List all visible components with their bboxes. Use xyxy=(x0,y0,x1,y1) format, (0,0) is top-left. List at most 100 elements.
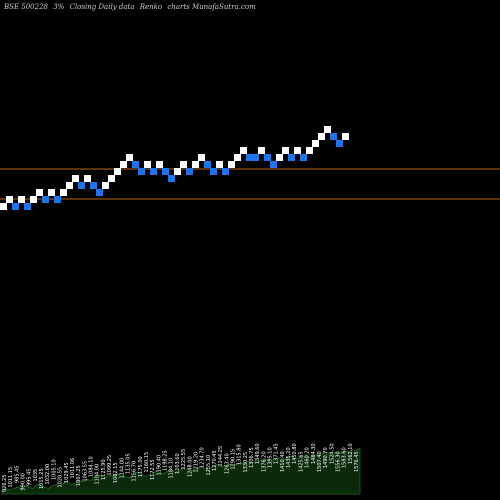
price-label: 1450.80 xyxy=(292,443,298,464)
renko-brick-down xyxy=(162,168,169,175)
exchange-code: BSE 500228 xyxy=(4,3,48,11)
price-label: 1306.75 xyxy=(249,447,255,468)
renko-brick-down xyxy=(132,161,139,168)
renko-brick-down xyxy=(204,161,211,168)
price-label: 1172.55 xyxy=(150,459,156,480)
description: Closing Daily data xyxy=(69,3,135,11)
price-label: 1255.10 xyxy=(206,455,212,476)
price-label: 1244.25 xyxy=(218,446,224,467)
price-label: 1032.00 xyxy=(45,464,51,485)
renko-brick-down xyxy=(288,154,295,161)
price-label: 1435.20 xyxy=(286,447,292,468)
renko-brick-up xyxy=(318,133,325,140)
price-label: 1395.10 xyxy=(268,447,274,468)
renko-brick-up xyxy=(60,189,67,196)
renko-brick-up xyxy=(306,147,313,154)
renko-brick-up xyxy=(342,133,349,140)
price-label: 1371.45 xyxy=(274,443,280,464)
renko-brick-down xyxy=(264,154,271,161)
price-label: 1156.70 xyxy=(132,461,138,482)
price-label: 1270.45 xyxy=(212,450,218,471)
price-label: 1225.55 xyxy=(181,449,187,470)
renko-brick-up xyxy=(108,175,115,182)
price-label: 1248.00 xyxy=(187,456,193,477)
price-label: 1556.30 xyxy=(335,451,341,472)
price-label: 1011.15 xyxy=(8,467,14,488)
price-label: 1524.50 xyxy=(329,443,335,464)
price-label: 1425.65 xyxy=(298,451,304,472)
price-label: 1234.70 xyxy=(200,447,206,468)
price-label: 1576.45 xyxy=(354,451,360,472)
price-label: 1007.25 xyxy=(76,465,82,486)
renko-brick-down xyxy=(150,168,157,175)
price-label: 990.00 xyxy=(21,473,27,491)
volume-area-path xyxy=(1,447,361,495)
renko-brick-up xyxy=(276,154,283,161)
renko-brick-up xyxy=(258,147,265,154)
price-label: 1184.10 xyxy=(169,458,175,479)
price-label: 926.25 xyxy=(2,475,8,493)
renko-brick-down xyxy=(252,154,259,161)
volume-area xyxy=(1,447,361,495)
renko-brick-up xyxy=(324,126,331,133)
price-label: 1583.60 xyxy=(342,447,348,468)
price-label: 1035 xyxy=(33,469,39,482)
renko-brick-up xyxy=(66,182,73,189)
renko-brick-up xyxy=(198,154,205,161)
price-label: 1135.05 xyxy=(126,453,132,474)
renko-brick-up xyxy=(102,182,109,189)
chart-kind: Renko xyxy=(139,3,163,11)
renko-brick-up xyxy=(144,161,151,168)
price-label: 1015.25 xyxy=(39,468,45,489)
price-label: 1029.45 xyxy=(64,462,70,483)
price-label: 1219.20 xyxy=(193,452,199,473)
price-label: 1376.20 xyxy=(261,451,267,472)
price-label: 1460.20 xyxy=(305,447,311,468)
renko-bricks xyxy=(0,126,349,210)
price-label: 1203.60 xyxy=(175,453,181,474)
renko-brick-up xyxy=(18,196,25,203)
price-label: 1562.10 xyxy=(348,443,354,464)
renko-brick-up xyxy=(114,168,121,175)
price-label: 1063.55 xyxy=(82,461,88,482)
renko-brick-up xyxy=(282,147,289,154)
price-label: 1005.10 xyxy=(51,459,57,480)
price-label: 1190.40 xyxy=(156,455,162,476)
renko-brick-up xyxy=(240,147,247,154)
price-label: 1104.00 xyxy=(95,464,101,485)
chart-header: BSE 500228 3% Closing Daily data Renko c… xyxy=(4,3,259,11)
renko-brick-down xyxy=(138,168,145,175)
price-label: 1020.55 xyxy=(58,467,64,488)
renko-brick-up xyxy=(228,161,235,168)
source: charts MunafaSutra.com xyxy=(167,3,256,11)
renko-brick-up xyxy=(6,196,13,203)
renko-brick-up xyxy=(36,189,43,196)
renko-brick-down xyxy=(300,154,307,161)
price-label: 1125.90 xyxy=(101,459,107,480)
renko-brick-down xyxy=(222,168,229,175)
renko-brick-down xyxy=(168,175,175,182)
reference-lines xyxy=(0,168,500,200)
renko-brick-up xyxy=(312,140,319,147)
price-label: 1144.00 xyxy=(119,458,125,479)
renko-brick-down xyxy=(186,168,193,175)
price-label: 1011.06 xyxy=(70,458,76,479)
renko-brick-down xyxy=(246,154,253,161)
renko-brick-up xyxy=(120,161,127,168)
renko-brick-up xyxy=(234,154,241,161)
renko-brick-up xyxy=(180,161,187,168)
renko-brick-down xyxy=(96,189,103,196)
price-label: 995.45 xyxy=(27,469,33,487)
renko-brick-up xyxy=(48,189,55,196)
renko-brick-down xyxy=(42,196,49,203)
price-labels: 926.25 1011.15 985.45 990.00 995.45 1035 1015.… xyxy=(2,443,360,492)
price-label: 1263.40 xyxy=(224,453,230,474)
price-label: 1349.60 xyxy=(255,443,261,464)
renko-brick-up xyxy=(0,203,7,210)
price-label: 1410.40 xyxy=(280,451,286,472)
price-label: 1082.15 xyxy=(113,462,119,483)
price-label: 985.45 xyxy=(14,466,20,484)
price-label: 1198.25 xyxy=(163,450,169,471)
renko-brick-down xyxy=(24,203,31,210)
